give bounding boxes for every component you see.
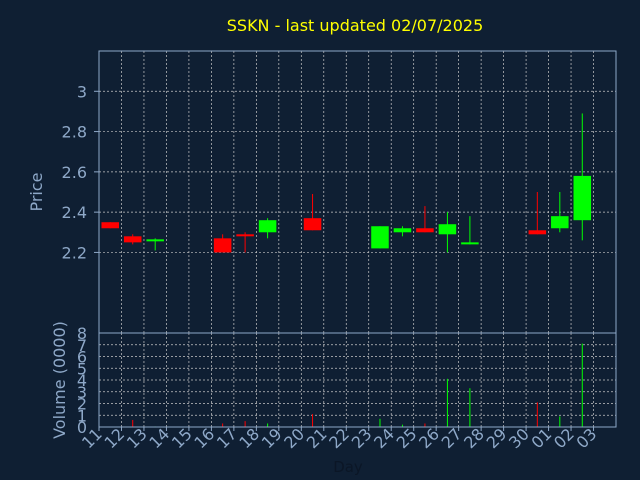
volume-grid xyxy=(99,333,616,427)
candle-body xyxy=(528,230,547,235)
candle-body xyxy=(461,242,479,245)
x-tick-labels: 1112131415161718192021222324252627282930… xyxy=(78,424,600,452)
volume-frame xyxy=(98,332,617,428)
candle-body xyxy=(236,234,254,237)
candle-body xyxy=(123,236,142,243)
volume-axis-label: Volume (0000) xyxy=(50,321,69,439)
y-axis-label: Price xyxy=(27,172,46,211)
candle-body xyxy=(393,228,412,233)
candle-body xyxy=(371,226,389,249)
volume-tick-label: 1 xyxy=(77,406,87,425)
candle-body xyxy=(573,175,592,221)
candle-body xyxy=(101,222,120,229)
volume-tick-label: 2 xyxy=(77,395,87,414)
candle-body xyxy=(146,239,164,242)
candle-body xyxy=(213,238,232,253)
volume-tick-label: 3 xyxy=(77,383,87,402)
price-tick-label: 2.2 xyxy=(62,243,87,262)
x-axis-label: Day xyxy=(333,458,363,476)
candle-body xyxy=(551,216,569,229)
price-tick-label: 3 xyxy=(77,82,87,101)
volume-tick-label: 5 xyxy=(77,359,87,378)
volume-tick-label: 7 xyxy=(77,336,87,355)
volume-tick-label: 4 xyxy=(77,371,87,390)
candle-body xyxy=(416,228,434,233)
candle-body xyxy=(258,220,277,233)
volume-bars xyxy=(132,343,583,427)
candle-body xyxy=(303,218,322,231)
candle-body xyxy=(438,224,457,235)
volume-tick-label: 8 xyxy=(77,324,87,343)
price-tick-label: 2.4 xyxy=(62,203,87,222)
price-tick-labels: 2.2 2.4 2.6 2.8 3 xyxy=(62,82,87,262)
plot-frames xyxy=(98,50,617,428)
price-tick-label: 2.6 xyxy=(62,163,87,182)
volume-tick-label: 0 xyxy=(77,418,87,437)
price-tick-label: 2.8 xyxy=(62,123,87,142)
price-grid xyxy=(94,51,616,333)
volume-tick-label: 6 xyxy=(77,348,87,367)
x-tick-label: 03 xyxy=(573,424,601,452)
chart-title: SSKN - last updated 02/07/2025 xyxy=(227,16,484,35)
candles xyxy=(101,113,592,253)
price-frame xyxy=(98,50,617,334)
